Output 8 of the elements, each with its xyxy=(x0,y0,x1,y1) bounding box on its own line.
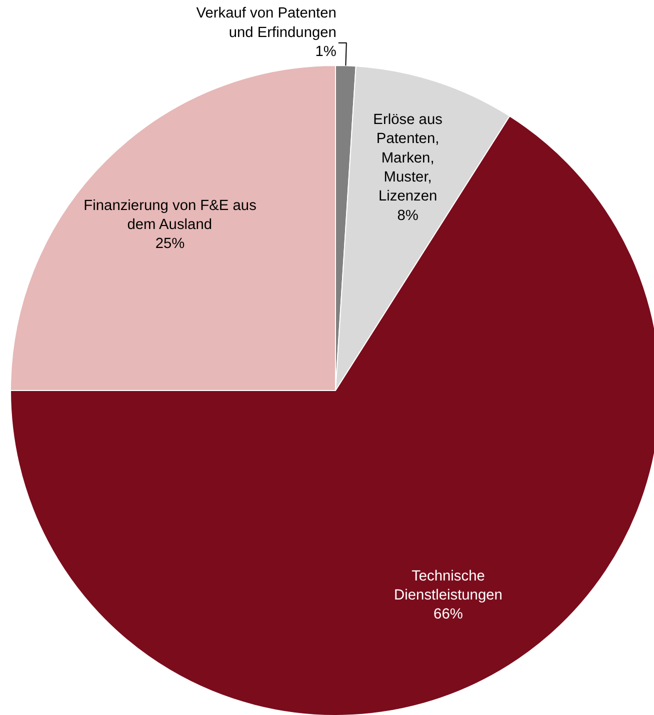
data-label: 1% xyxy=(315,44,336,60)
slice-label: Verkauf von Patenten und Erfindungen xyxy=(196,6,336,41)
data-label: 25% xyxy=(155,236,185,252)
slice-label: Erlöse aus Patenten, Marken, Muster, Lizenzen xyxy=(373,112,442,205)
slice-label: Technische Dienstleistungen xyxy=(394,568,502,604)
slice-label: Finanzierung von F&E aus dem Ausland xyxy=(84,198,256,234)
data-label: 66% xyxy=(434,606,463,623)
data-label: 8% xyxy=(397,208,418,224)
